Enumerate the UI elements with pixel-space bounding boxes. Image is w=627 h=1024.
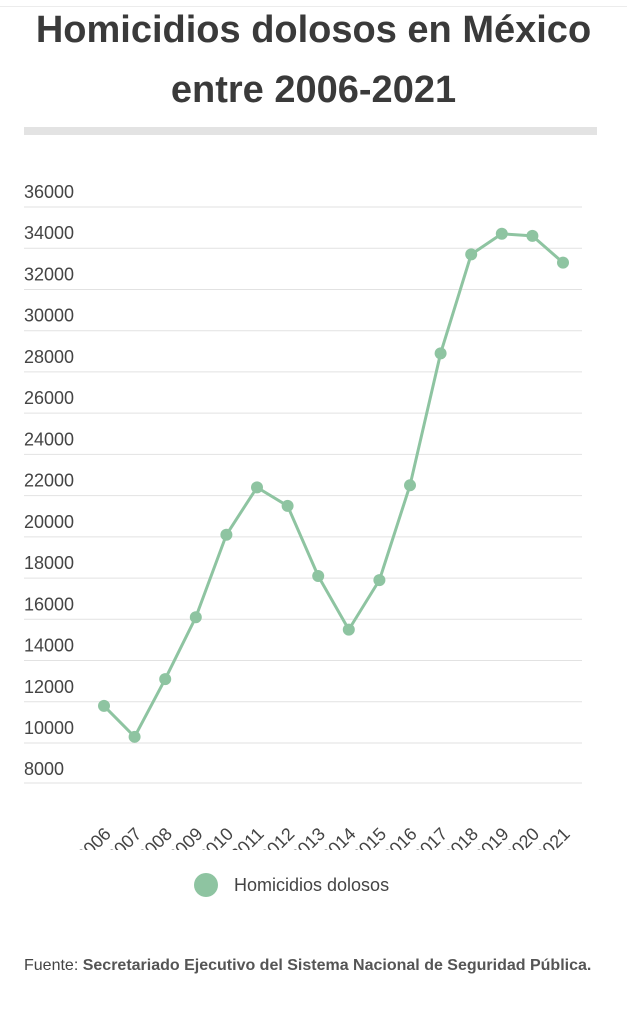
data-point-2010[interactable] [220, 528, 233, 541]
y-tick-label: 34000 [24, 223, 74, 243]
y-tick-label: 22000 [24, 471, 74, 491]
series-line-homicidios [102, 232, 564, 739]
data-point-2008[interactable] [159, 673, 172, 686]
data-point-2021[interactable] [557, 256, 569, 269]
y-tick-label: 30000 [24, 306, 74, 326]
source-note: Fuente: Secretariado Ejecutivo del Siste… [24, 952, 599, 980]
y-tick-label: 26000 [24, 388, 74, 408]
data-point-2015[interactable] [373, 574, 386, 587]
y-tick-label: 16000 [24, 594, 74, 614]
data-point-2014[interactable] [342, 623, 355, 636]
chart-title-line-2: entre 2006-2021 [170, 69, 457, 111]
data-point-2006[interactable] [98, 699, 110, 712]
top-border [0, 6, 627, 7]
data-point-2012[interactable] [281, 499, 294, 512]
data-point-2016[interactable] [404, 479, 416, 492]
data-point-2007[interactable] [128, 730, 141, 743]
data-point-2009[interactable] [189, 611, 202, 624]
chart-title-line-1: Homicidios dolosos en México [35, 9, 592, 51]
y-tick-label: 24000 [24, 429, 74, 449]
data-point-2011[interactable] [251, 481, 263, 494]
y-tick-label: 18000 [24, 553, 74, 573]
legend[interactable]: Homicidios dolosos [194, 873, 389, 897]
y-tick-label: 36000 [24, 182, 74, 202]
source-text: Secretariado Ejecutivo del Sistema Nacio… [82, 957, 592, 974]
data-point-2017[interactable] [434, 347, 447, 360]
data-point-2020[interactable] [526, 229, 539, 242]
y-tick-label: 28000 [24, 347, 74, 367]
data-point-2018[interactable] [465, 248, 478, 261]
legend-marker [194, 873, 218, 897]
title-divider [24, 127, 597, 135]
source-label: Fuente: [24, 957, 79, 974]
y-tick-label: 12000 [24, 677, 74, 697]
y-tick-label: 10000 [24, 718, 74, 738]
data-point-2013[interactable] [312, 570, 325, 583]
y-tick-label: 20000 [24, 512, 74, 532]
y-tick-label: 14000 [24, 636, 74, 656]
legend-label: Homicidios dolosos [234, 874, 390, 895]
y-tick-label: 32000 [24, 264, 74, 284]
data-point-2019[interactable] [495, 227, 508, 240]
line-chart: 36000 34000 32000 30000 28000 26000 24000 22000… [24, 182, 582, 850]
y-tick-label: 8000 [24, 759, 64, 779]
